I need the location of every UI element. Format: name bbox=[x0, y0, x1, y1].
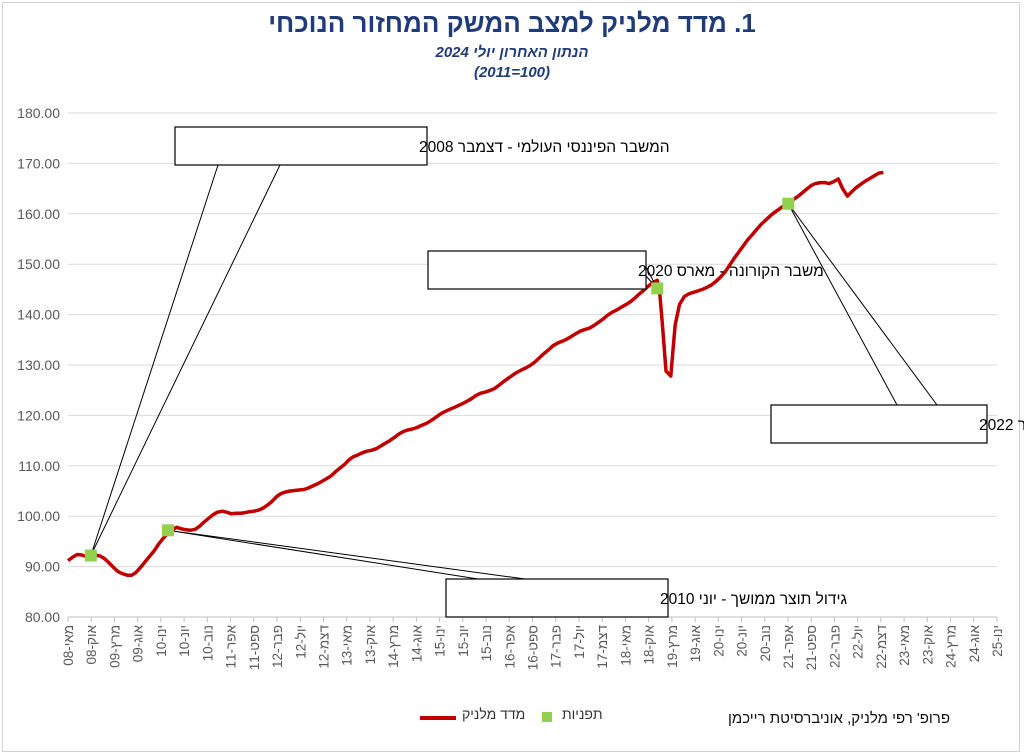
x-tick-label: אוג-24 bbox=[967, 624, 982, 662]
chart-subtitle: הנתון האחרון יולי 2024 bbox=[435, 44, 589, 61]
annotation-box bbox=[174, 126, 428, 166]
x-tick-label: ינו-25 bbox=[990, 625, 1005, 657]
legend-line-swatch bbox=[420, 716, 456, 720]
turning-point-marker bbox=[84, 549, 97, 562]
x-tick-label: אפר-21 bbox=[781, 624, 796, 668]
x-tick-label: אוג-09 bbox=[131, 624, 146, 662]
y-tick-label: 170.00 bbox=[17, 155, 60, 171]
x-tick-label: מאי-08 bbox=[61, 625, 76, 666]
x-tick-label: מאי-13 bbox=[340, 625, 355, 666]
annotation-box bbox=[427, 250, 647, 290]
x-tick-label: מרץ-19 bbox=[665, 625, 680, 668]
annotation-label: המחזור הנוכחי - ספטמבר 2022 bbox=[979, 417, 1024, 434]
y-tick-label: 160.00 bbox=[17, 206, 60, 222]
turning-point-marker bbox=[162, 524, 175, 537]
annotation-label: המשבר הפיננסי העולמי - דצמבר 2008 bbox=[419, 139, 670, 156]
x-tick-label: ספט-21 bbox=[804, 625, 819, 670]
x-tick-label: אוג-14 bbox=[409, 624, 424, 662]
x-tick-label: אוג-19 bbox=[688, 624, 703, 662]
y-tick-label: 180.00 bbox=[17, 105, 60, 121]
x-tick-label: אפר-16 bbox=[502, 624, 517, 668]
legend-marker-swatch bbox=[542, 712, 552, 722]
y-tick-label: 120.00 bbox=[17, 407, 60, 423]
annotation-box bbox=[445, 578, 669, 618]
x-tick-label: פבר-12 bbox=[270, 625, 285, 668]
x-tick-label: אוק-18 bbox=[642, 624, 657, 664]
y-tick-label: 140.00 bbox=[17, 307, 60, 323]
x-tick-label: מרץ-24 bbox=[944, 625, 959, 668]
y-tick-label: 130.00 bbox=[17, 357, 60, 373]
y-tick-label: 110.00 bbox=[18, 458, 60, 474]
x-tick-label: יול-17 bbox=[572, 625, 587, 659]
annotation-box bbox=[770, 404, 988, 444]
annotation-pointer bbox=[787, 203, 938, 406]
x-tick-label: יונ-20 bbox=[735, 625, 750, 657]
x-tick-label: ינו-20 bbox=[711, 625, 726, 657]
x-tick-label: נוב-10 bbox=[200, 625, 215, 661]
annotation-pointer bbox=[167, 529, 526, 580]
author-credit: פרופ' רפי מלניק, אוניברסיטת רייכמן bbox=[728, 710, 950, 727]
x-tick-label: יול-22 bbox=[851, 625, 866, 659]
x-tick-label: ספט-16 bbox=[526, 625, 541, 670]
y-tick-label: 80.00 bbox=[25, 609, 60, 625]
x-tick-label: ינו-10 bbox=[154, 625, 169, 657]
x-tick-label: פבר-17 bbox=[549, 625, 564, 668]
legend-series-label: מדד מלניק bbox=[462, 706, 526, 722]
x-tick-label: נוב-15 bbox=[479, 625, 494, 661]
legend-marker-label: תפניות bbox=[562, 706, 603, 722]
x-tick-label: אפר-11 bbox=[224, 624, 239, 668]
x-tick-label: אוק-08 bbox=[84, 624, 99, 664]
x-tick-label: מאי-18 bbox=[618, 625, 633, 666]
annotation-label: גידול תוצר ממושך - יוני 2010 bbox=[660, 591, 848, 608]
x-tick-label: ינו-15 bbox=[433, 625, 448, 657]
x-tick-label: יול-12 bbox=[293, 625, 308, 659]
x-tick-label: דצמ-12 bbox=[316, 624, 331, 668]
x-tick-label: דצמ-17 bbox=[595, 624, 610, 668]
y-tick-label: 100.00 bbox=[17, 508, 60, 524]
annotation-label: משבר הקורונה - מארס 2020 bbox=[638, 263, 824, 280]
y-tick-label: 90.00 bbox=[25, 559, 60, 575]
x-tick-label: יונ-10 bbox=[177, 625, 192, 657]
x-tick-label: מרץ-09 bbox=[107, 625, 122, 668]
x-tick-label: אוק-13 bbox=[363, 624, 378, 664]
turning-point-marker bbox=[782, 197, 795, 210]
x-tick-label: מאי-23 bbox=[897, 625, 912, 666]
turning-point-marker bbox=[651, 282, 664, 295]
x-tick-label: מרץ-14 bbox=[386, 625, 401, 668]
x-tick-label: דצמ-22 bbox=[874, 624, 889, 668]
annotation-pointer bbox=[90, 164, 281, 556]
x-tick-label: ספט-11 bbox=[247, 625, 262, 670]
y-tick-label: 150.00 bbox=[17, 256, 60, 272]
x-tick-label: נוב-20 bbox=[758, 625, 773, 661]
x-tick-label: פבר-22 bbox=[827, 625, 842, 668]
chart-base-note: (100=2011) bbox=[473, 64, 551, 81]
chart-title: 1. מדד מלניק למצב המשק המחזור הנוכחי bbox=[268, 8, 756, 38]
series-line-melnick-index bbox=[66, 170, 884, 577]
x-tick-label: יונ-15 bbox=[456, 625, 471, 657]
x-tick-label: אוק-23 bbox=[920, 624, 935, 664]
